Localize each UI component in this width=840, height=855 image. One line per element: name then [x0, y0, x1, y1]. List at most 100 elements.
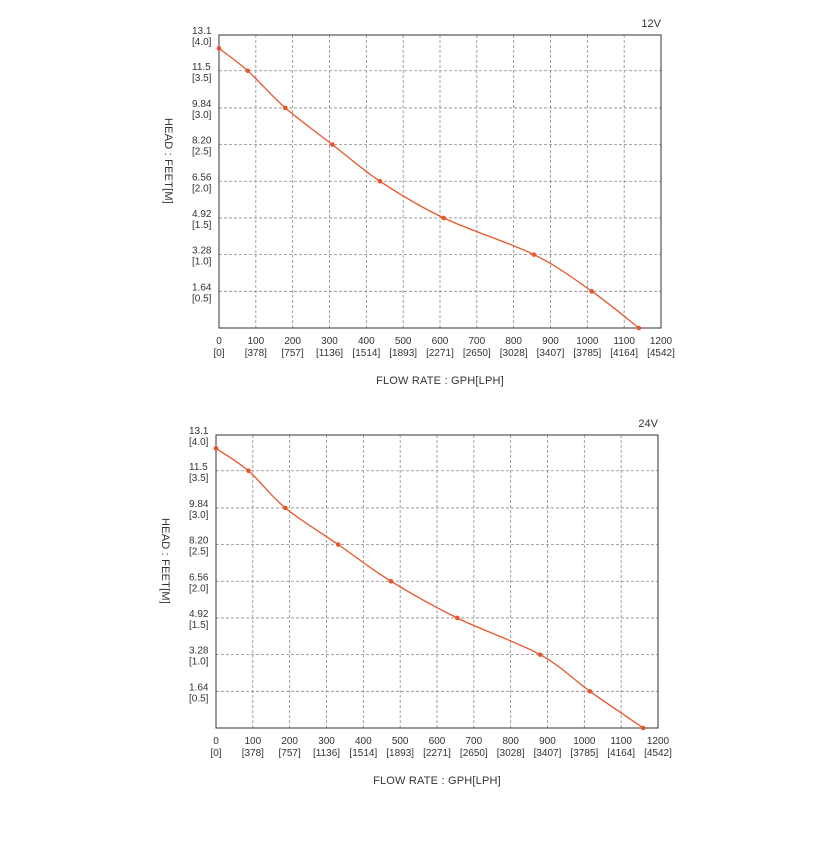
data-point — [587, 689, 593, 694]
x-tick-label: 0 — [213, 736, 219, 747]
x-tick-label-metric: [757] — [279, 748, 301, 759]
x-tick-label: 800 — [505, 336, 522, 347]
y-tick-label: 13.1 — [189, 426, 209, 437]
y-tick-label: 4.92 — [192, 209, 212, 220]
data-point — [216, 46, 222, 51]
grid — [216, 435, 658, 728]
y-tick-label-metric: [0.5] — [189, 693, 209, 704]
data-point — [636, 325, 642, 331]
y-tick-label-metric: [2.0] — [192, 183, 212, 194]
x-tick-label: 600 — [432, 336, 449, 347]
y-tick-label-metric: [2.5] — [189, 547, 209, 558]
y-tick-label-metric: [1.0] — [192, 257, 212, 268]
data-point — [335, 542, 341, 547]
y-tick-label: 6.56 — [192, 172, 212, 183]
x-tick-label: 200 — [281, 736, 298, 747]
x-tick-label-metric: [3785] — [570, 748, 598, 759]
y-tick-label-metric: [4.0] — [192, 37, 212, 48]
y-axis-title: HEAD : FEET[M] — [162, 118, 174, 204]
x-tick-label-metric: [4164] — [610, 348, 638, 359]
x-tick-label: 900 — [539, 736, 556, 747]
y-tick-label: 4.92 — [189, 609, 209, 620]
y-tick-label: 1.64 — [192, 282, 212, 293]
x-tick-label: 500 — [392, 736, 409, 747]
x-axis: 0[0] 100[378] 200[757] 300[1136] 400[1514] 50… — [213, 336, 675, 359]
x-tick-label-metric: [2271] — [423, 748, 451, 759]
x-tick-label: 1100 — [613, 336, 635, 347]
data-point — [388, 578, 394, 584]
data-point — [377, 178, 383, 184]
y-tick-label-metric: [4.0] — [189, 437, 209, 448]
x-tick-label: 500 — [395, 336, 412, 347]
data-point — [589, 289, 595, 294]
y-axis: 13.1[4.0] 11.5[3.5] 9.84[3.0] 8.20[2.5] 6.56… — [189, 426, 209, 704]
x-tick-label-metric: [757] — [282, 348, 304, 359]
data-point — [531, 252, 537, 257]
x-tick-label: 600 — [429, 736, 446, 747]
x-tick-label-metric: [3407] — [534, 748, 562, 759]
y-tick-label: 3.28 — [189, 646, 209, 657]
x-tick-label: 1200 — [650, 336, 673, 347]
x-tick-label-metric: [0] — [213, 348, 224, 359]
voltage-label: 24V — [638, 418, 658, 430]
x-tick-label-metric: [3028] — [500, 348, 528, 359]
x-tick-label-metric: [1893] — [386, 748, 414, 759]
x-tick-label-metric: [4542] — [644, 748, 672, 759]
series-line — [218, 47, 640, 329]
x-tick-label: 900 — [542, 336, 559, 347]
data-point — [282, 505, 288, 511]
x-tick-label-metric: [2650] — [460, 748, 488, 759]
grid — [219, 35, 661, 328]
data-point — [245, 68, 251, 74]
series-line — [215, 447, 644, 729]
y-tick-label-metric: [2.5] — [192, 147, 212, 158]
x-tick-label-metric: [3407] — [537, 348, 565, 359]
data-point — [246, 468, 251, 474]
x-tick-label-metric: [4542] — [647, 348, 675, 359]
x-axis: 0[0] 100[378] 200[757] 300[1136] 400[1514] 50… — [210, 736, 672, 759]
plot-frame — [215, 434, 659, 729]
y-tick-label: 9.84 — [192, 99, 212, 110]
x-tick-label-metric: [378] — [245, 348, 267, 359]
x-tick-label: 300 — [318, 736, 335, 747]
x-tick-label-metric: [3785] — [573, 348, 601, 359]
y-tick-label: 9.84 — [189, 499, 209, 510]
x-tick-label: 400 — [358, 336, 375, 347]
y-tick-label-metric: [1.5] — [192, 220, 212, 231]
x-axis-title: FLOW RATE : GPH[LPH] — [373, 775, 501, 787]
x-tick-label: 400 — [355, 736, 372, 747]
data-point — [640, 725, 646, 731]
data-point — [213, 446, 219, 451]
x-tick-label: 1200 — [647, 736, 670, 747]
y-tick-label-metric: [2.0] — [189, 583, 209, 594]
x-tick-label: 1000 — [576, 336, 599, 347]
x-tick-label-metric: [3028] — [497, 748, 525, 759]
x-tick-label: 100 — [247, 336, 264, 347]
data-point — [283, 105, 288, 111]
y-tick-label: 11.5 — [192, 62, 211, 73]
x-tick-label-metric: [2271] — [426, 348, 454, 359]
x-tick-label-metric: [1514] — [352, 348, 380, 359]
x-tick-label: 800 — [502, 736, 519, 747]
y-tick-label-metric: [3.5] — [189, 473, 209, 484]
x-tick-label: 0 — [216, 336, 222, 347]
y-tick-label-metric: [1.0] — [189, 657, 209, 668]
y-axis: 13.1[4.0] 11.5[3.5] 9.84[3.0] 8.20[2.5] 6.56… — [192, 26, 212, 304]
x-axis-title: FLOW RATE : GPH[LPH] — [376, 375, 504, 387]
y-tick-label-metric: [0.5] — [192, 293, 212, 304]
x-tick-label-metric: [4164] — [607, 748, 635, 759]
plot-frame — [218, 34, 662, 329]
x-tick-label: 700 — [468, 336, 485, 347]
x-tick-label-metric: [0] — [210, 748, 221, 759]
x-tick-label: 300 — [321, 336, 338, 347]
x-tick-label-metric: [1514] — [349, 748, 377, 759]
y-tick-label: 8.20 — [192, 136, 212, 147]
data-point — [330, 142, 335, 147]
y-tick-label-metric: [3.0] — [189, 510, 209, 521]
x-tick-label: 100 — [244, 736, 261, 747]
y-tick-label-metric: [1.5] — [189, 620, 209, 631]
y-tick-label: 11.5 — [189, 462, 208, 473]
x-tick-label-metric: [1136] — [316, 348, 343, 359]
x-tick-label: 1000 — [573, 736, 596, 747]
